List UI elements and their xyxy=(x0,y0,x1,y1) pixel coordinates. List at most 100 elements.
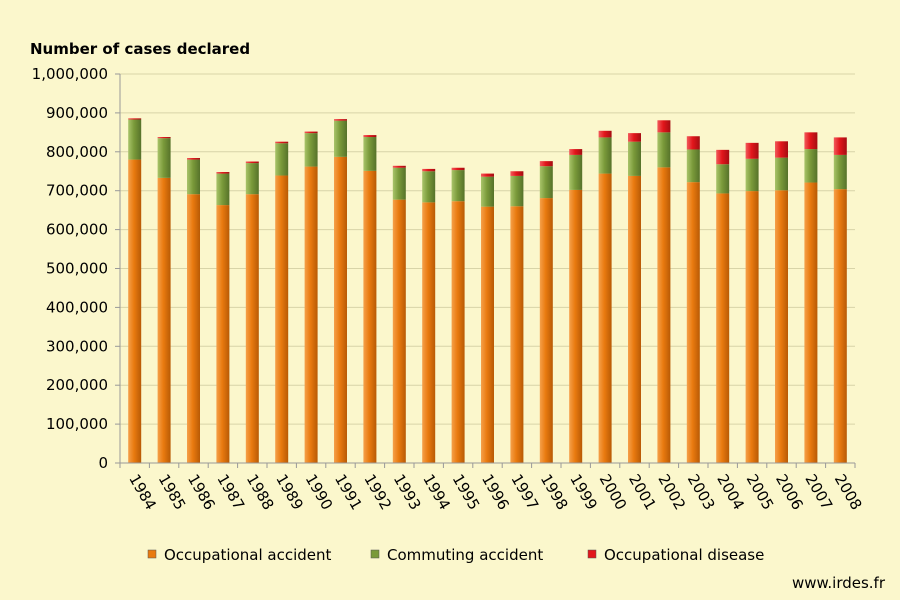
bar-occupational-accident-2000 xyxy=(598,173,612,464)
y-tick-label: 200,000 xyxy=(46,376,108,394)
bar-occupational-accident-1992 xyxy=(363,170,377,463)
y-tick-label: 1,000,000 xyxy=(32,65,108,83)
bar-occupational-disease-1998 xyxy=(539,161,553,167)
bar-occupational-disease-1987 xyxy=(216,172,230,174)
bar-occupational-disease-2007 xyxy=(804,132,818,150)
bar-occupational-disease-2008 xyxy=(833,137,847,155)
bar-commuting-accident-1984 xyxy=(128,119,142,160)
x-tick-label: 1990 xyxy=(302,471,337,513)
bar-occupational-accident-1997 xyxy=(510,206,524,463)
bar-occupational-accident-1987 xyxy=(216,205,230,463)
bar-occupational-disease-1999 xyxy=(569,149,583,155)
x-tick-label: 2000 xyxy=(596,471,631,513)
bar-occupational-accident-2007 xyxy=(804,182,818,463)
legend: Occupational accident Commuting accident O… xyxy=(147,546,764,564)
bar-occupational-accident-1991 xyxy=(334,156,347,463)
bar-commuting-accident-1995 xyxy=(451,170,465,202)
legend-label: Occupational accident xyxy=(164,546,331,564)
bar-occupational-accident-1995 xyxy=(451,201,465,463)
bar-commuting-accident-2007 xyxy=(804,149,818,183)
y-tick-label: 800,000 xyxy=(46,143,108,161)
bar-occupational-disease-2002 xyxy=(657,120,671,133)
x-tick-label: 1989 xyxy=(272,471,307,513)
bar-commuting-accident-1986 xyxy=(187,159,200,195)
x-tick-label: 2008 xyxy=(831,471,866,513)
bar-occupational-accident-1998 xyxy=(539,198,553,463)
x-tick-label: 2002 xyxy=(654,471,689,513)
x-tick-label: 1996 xyxy=(478,471,513,513)
bar-commuting-accident-1989 xyxy=(275,143,289,176)
y-tick-label: 600,000 xyxy=(46,221,108,239)
bar-commuting-accident-1990 xyxy=(304,133,318,167)
x-tick-label: 1998 xyxy=(537,471,572,513)
x-tick-label: 2006 xyxy=(772,471,807,513)
bar-occupational-accident-2003 xyxy=(686,182,700,463)
bar-commuting-accident-2004 xyxy=(716,164,730,194)
bar-commuting-accident-1988 xyxy=(245,163,259,195)
bar-occupational-disease-1996 xyxy=(481,173,494,177)
bar-occupational-accident-2006 xyxy=(775,190,788,463)
x-tick-label: 1997 xyxy=(507,471,542,513)
legend-swatch xyxy=(587,549,597,559)
bar-commuting-accident-1987 xyxy=(216,173,230,206)
bar-occupational-disease-1986 xyxy=(187,158,200,160)
bar-commuting-accident-1994 xyxy=(422,171,436,203)
bar-commuting-accident-1991 xyxy=(334,120,347,157)
bar-occupational-disease-1984 xyxy=(128,118,142,120)
bar-occupational-accident-2004 xyxy=(716,193,730,463)
bar-commuting-accident-2008 xyxy=(833,154,847,190)
bar-commuting-accident-2001 xyxy=(628,141,641,176)
bar-occupational-accident-1986 xyxy=(187,194,200,464)
bar-commuting-accident-1992 xyxy=(363,137,377,171)
bar-occupational-accident-1989 xyxy=(275,175,289,464)
y-tick-label: 900,000 xyxy=(46,104,108,122)
bar-commuting-accident-1998 xyxy=(539,166,553,199)
bar-occupational-disease-1990 xyxy=(304,131,318,134)
bars xyxy=(128,118,847,464)
bar-occupational-disease-1992 xyxy=(363,135,377,138)
y-tick-label: 0 xyxy=(98,454,108,472)
bar-occupational-disease-1988 xyxy=(245,161,259,164)
x-tick-label: 2004 xyxy=(713,471,748,513)
bar-commuting-accident-1997 xyxy=(510,175,524,207)
bar-occupational-disease-1997 xyxy=(510,171,524,176)
bar-commuting-accident-2000 xyxy=(598,137,612,174)
bar-occupational-accident-1994 xyxy=(422,202,436,463)
x-tick-label: 1985 xyxy=(155,471,190,513)
x-tick-label: 2003 xyxy=(684,471,719,513)
bar-occupational-disease-2003 xyxy=(686,136,700,150)
bar-occupational-accident-1988 xyxy=(245,194,259,464)
bar-commuting-accident-2006 xyxy=(775,157,788,191)
bar-occupational-disease-2006 xyxy=(775,141,788,158)
bar-occupational-accident-2008 xyxy=(833,189,847,464)
legend-swatch xyxy=(147,549,157,559)
x-tick-label: 2007 xyxy=(801,471,836,513)
y-axis-title: Number of cases declared xyxy=(30,40,250,58)
x-axis-ticks: 1984198519861987198819891990199119921993… xyxy=(119,463,866,513)
bar-occupational-disease-2001 xyxy=(628,133,641,142)
bar-commuting-accident-1999 xyxy=(569,154,583,190)
x-tick-label: 1995 xyxy=(449,471,484,513)
bar-occupational-disease-1989 xyxy=(275,141,289,144)
y-axis-ticks: 0 100,000 200,000 300,000 400,000 500,000 600,… xyxy=(32,65,120,472)
x-tick-label: 1991 xyxy=(331,471,366,513)
bar-occupational-accident-2002 xyxy=(657,167,671,464)
bar-occupational-disease-1995 xyxy=(451,167,465,171)
bar-occupational-accident-1996 xyxy=(481,206,494,464)
bar-occupational-accident-1990 xyxy=(304,166,318,463)
bar-commuting-accident-1985 xyxy=(157,138,171,178)
bar-occupational-accident-1993 xyxy=(392,199,406,463)
bar-commuting-accident-1996 xyxy=(481,176,494,207)
x-tick-label: 1986 xyxy=(184,471,219,513)
x-tick-label: 1999 xyxy=(566,471,601,513)
bar-commuting-accident-1993 xyxy=(392,167,406,200)
bar-occupational-accident-1984 xyxy=(128,159,142,463)
legend-swatch xyxy=(370,549,380,559)
bar-occupational-disease-1994 xyxy=(422,168,436,172)
bar-occupational-disease-2000 xyxy=(598,130,612,138)
x-tick-label: 1988 xyxy=(243,471,278,513)
y-tick-label: 300,000 xyxy=(46,337,108,355)
bar-commuting-accident-2005 xyxy=(745,158,759,192)
y-tick-label: 400,000 xyxy=(46,298,108,316)
